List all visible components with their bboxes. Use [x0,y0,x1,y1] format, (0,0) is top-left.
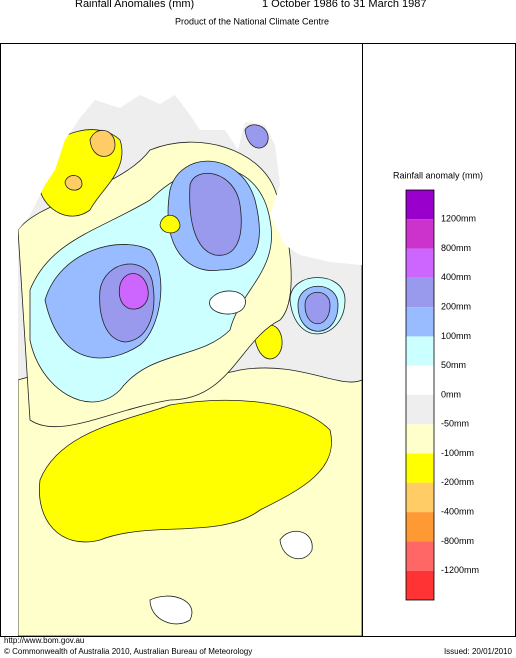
region [118,273,149,310]
legend-swatch [406,482,434,513]
legend-swatch [406,219,434,249]
title: Rainfall Anomalies (mm) [75,0,194,10]
region [189,172,242,256]
legend-label: 1200mm [441,214,476,224]
legend-label: -800mm [441,536,474,546]
legend-label: 800mm [441,243,471,253]
copyright: © Commonwealth of Australia 2010, Austra… [4,647,252,656]
legend-label: 200mm [441,302,471,312]
period: 1 October 1986 to 31 March 1987 [262,0,427,10]
legend-label: -1200mm [441,565,479,575]
legend-label: -50mm [441,419,469,429]
legend-swatch [406,336,434,366]
region [209,290,246,315]
legend-swatch [406,512,434,542]
legend-swatch [406,248,434,278]
legend-swatch [406,190,434,220]
region [304,291,331,324]
legend-title: Rainfall anomaly (mm) [393,170,483,180]
region [244,124,269,149]
legend: 1200mm 800mm 400mm 200mm 100mm 50mm 0mm -50mm -1… [405,189,479,601]
legend-swatch [406,277,434,308]
legend-swatch [406,453,434,483]
legend-label: 0mm [441,389,461,399]
region [64,175,83,191]
region [89,130,116,157]
region [279,530,313,560]
map-regions [18,95,362,636]
legend-swatch [406,541,434,571]
legend-label: -400mm [441,507,474,517]
legend-box [405,189,435,601]
region [159,214,181,234]
legend-panel [362,43,516,637]
legend-label: 400mm [441,272,471,282]
legend-swatch [406,307,434,337]
url: http://www.bom.gov.au [4,636,84,645]
legend-swatch [406,395,434,425]
region [38,399,332,543]
legend-swatch [406,424,434,454]
subtitle: Product of the National Climate Centre [175,16,329,26]
legend-label: 100mm [441,331,471,341]
issued: Issued: 20/01/2010 [444,647,513,656]
legend-label: -200mm [441,477,474,487]
region [149,595,193,625]
legend-label: -100mm [441,448,474,458]
legend-label: 50mm [441,360,466,370]
legend-swatch [406,570,434,600]
legend-swatch [406,365,434,395]
